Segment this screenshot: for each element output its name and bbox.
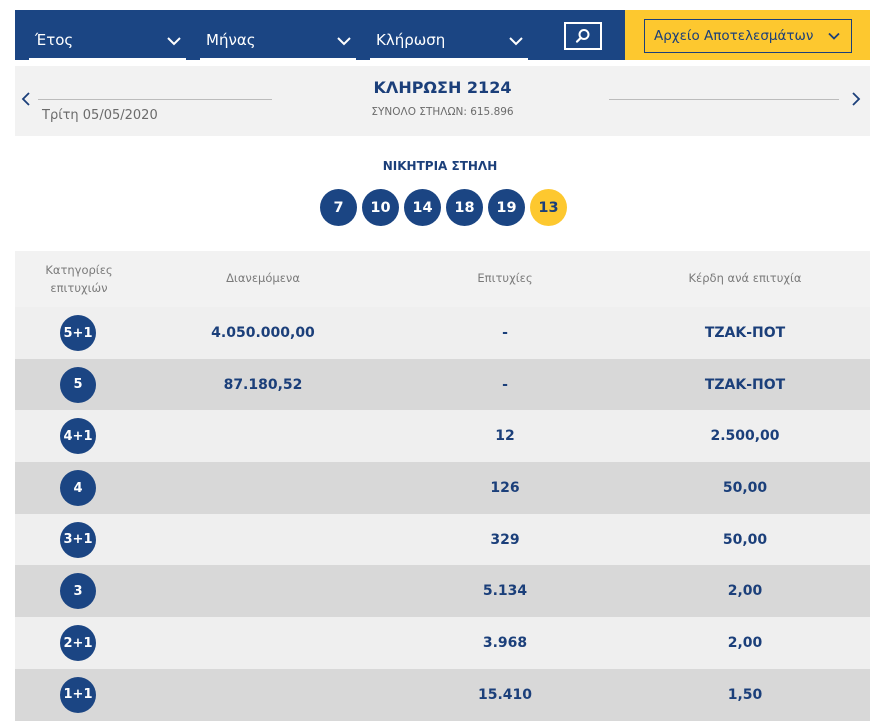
- prize-cell: ΤΖΑΚ-ΠΟΤ: [704, 376, 786, 393]
- archive-bar: Αρχείο Αποτελεσμάτων: [625, 10, 870, 60]
- draw-header: Τρίτη 05/05/2020 ΚΛΗΡΩΣΗ 2124 ΣΥΝΟΛΟ ΣΤΗ…: [15, 66, 870, 136]
- winners-cell: 3.968: [482, 634, 528, 651]
- number-ball: 7: [320, 189, 357, 226]
- year-select-label: Έτος: [35, 31, 74, 49]
- distributed-cell: 4.050.000,00: [211, 324, 315, 341]
- header-prize: Κέρδη ανά επιτυχία: [688, 271, 802, 285]
- header-winners: Επιτυχίες: [477, 271, 533, 285]
- table-row: 1+1 15.410 1,50: [15, 668, 870, 721]
- winning-numbers: 7 10 14 18 19 13: [320, 189, 572, 226]
- chevron-down-icon: [167, 37, 181, 46]
- winners-cell: -: [502, 324, 508, 341]
- archive-dropdown-label: Αρχείο Αποτελεσμάτων: [654, 28, 814, 44]
- table-row: 3+1 329 50,00: [15, 513, 870, 566]
- prize-cell: 1,50: [727, 686, 763, 703]
- filter-bar: Έτος Μήνας Κλήρωση: [15, 10, 625, 60]
- winning-column-title: ΝΙΚΗΤΡΙΑ ΣΤΗΛΗ: [382, 159, 498, 173]
- number-ball: 18: [446, 189, 483, 226]
- number-ball: 10: [362, 189, 399, 226]
- header-distributed: Διανεμόμενα: [226, 271, 300, 285]
- winners-cell: 15.410: [477, 686, 533, 703]
- category-badge: 3+1: [60, 521, 96, 558]
- prize-cell: 2.500,00: [710, 428, 780, 445]
- draw-select[interactable]: Κλήρωση: [370, 25, 528, 60]
- chevron-right-icon[interactable]: [849, 90, 863, 108]
- chevron-down-icon: [337, 37, 351, 46]
- prize-cell: 50,00: [722, 479, 768, 496]
- table-header: Κατηγορίες επιτυχιών Διανεμόμενα Επιτυχί…: [15, 251, 870, 307]
- category-badge: 1+1: [60, 676, 96, 713]
- draw-date: Τρίτη 05/05/2020: [42, 108, 158, 123]
- month-select-label: Μήνας: [206, 31, 256, 49]
- table-row: 4 126 50,00: [15, 462, 870, 514]
- search-button[interactable]: [564, 22, 602, 50]
- draw-select-label: Κλήρωση: [376, 31, 446, 49]
- divider: [609, 99, 839, 100]
- table-row: 4+1 12 2.500,00: [15, 410, 870, 463]
- divider: [38, 99, 272, 100]
- winners-cell: 329: [490, 531, 520, 548]
- year-select[interactable]: Έτος: [29, 25, 186, 60]
- prize-cell: 2,00: [727, 634, 763, 651]
- number-ball: 14: [404, 189, 441, 226]
- table-row: 5+1 4.050.000,00 - ΤΖΑΚ-ΠΟΤ: [15, 307, 870, 359]
- winners-cell: 12: [495, 428, 515, 445]
- number-ball: 19: [488, 189, 525, 226]
- month-select[interactable]: Μήνας: [200, 25, 356, 60]
- draw-title: ΚΛΗΡΩΣΗ 2124: [373, 78, 512, 97]
- prize-cell: 2,00: [727, 583, 763, 600]
- table-body: 5+1 4.050.000,00 - ΤΖΑΚ-ΠΟΤ 5 87.180,52 - ΤΖΑΚ-…: [15, 307, 870, 721]
- prize-cell: 50,00: [722, 531, 768, 548]
- distributed-cell: [165, 462, 361, 514]
- distributed-cell: [165, 514, 361, 566]
- distributed-cell: 87.180,52: [223, 376, 303, 393]
- category-badge: 4: [60, 470, 96, 507]
- category-badge: 2+1: [60, 625, 96, 662]
- prize-table: Κατηγορίες επιτυχιών Διανεμόμενα Επιτυχί…: [15, 251, 870, 721]
- distributed-cell: [165, 565, 361, 617]
- distributed-cell: [165, 669, 361, 721]
- category-badge: 5: [60, 366, 96, 403]
- prize-cell: ΤΖΑΚ-ΠΟΤ: [704, 324, 786, 341]
- chevron-down-icon: [509, 37, 523, 46]
- table-row: 2+1 3.968 2,00: [15, 617, 870, 669]
- distributed-cell: [165, 410, 361, 462]
- chevron-down-icon: [828, 32, 840, 40]
- chevron-left-icon[interactable]: [19, 90, 33, 108]
- winners-cell: 126: [490, 479, 520, 496]
- category-badge: 3: [60, 573, 96, 610]
- search-icon: [575, 29, 590, 43]
- distributed-cell: [165, 617, 361, 669]
- category-badge: 5+1: [60, 315, 96, 351]
- winners-cell: -: [502, 376, 508, 393]
- table-row: 3 5.134 2,00: [15, 565, 870, 618]
- winners-cell: 5.134: [482, 583, 528, 600]
- category-badge: 4+1: [60, 418, 96, 455]
- table-row: 5 87.180,52 - ΤΖΑΚ-ΠΟΤ: [15, 358, 870, 411]
- total-columns: ΣΥΝΟΛΟ ΣΤΗΛΩΝ: 615.896: [371, 106, 514, 118]
- archive-dropdown[interactable]: Αρχείο Αποτελεσμάτων: [644, 19, 852, 53]
- joker-ball: 13: [530, 189, 567, 226]
- header-category: Κατηγορίες επιτυχιών: [45, 263, 113, 295]
